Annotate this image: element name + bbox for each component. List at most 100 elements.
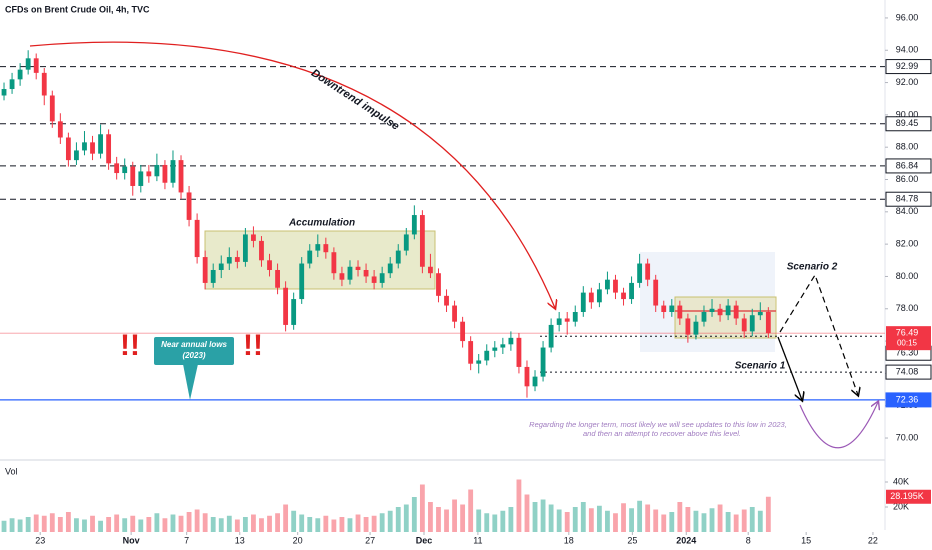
volume-bar (65, 512, 71, 532)
y-tick-label: 70.00 (896, 432, 919, 442)
y-tick-label: 82.00 (896, 239, 919, 249)
candle-body (138, 171, 144, 186)
candle-body (98, 134, 103, 154)
candle-body (741, 318, 747, 332)
volume-bar (138, 519, 144, 532)
candle-body (492, 347, 498, 351)
candle-body (516, 337, 522, 367)
volume-bar (202, 513, 208, 532)
candle-body (460, 321, 466, 342)
accumulation-label: Accumulation (288, 218, 355, 229)
candle-body (452, 305, 457, 322)
candle-body (476, 360, 482, 364)
volume-bar (251, 514, 256, 532)
candle-body (645, 263, 651, 280)
y-tick-label: 96.00 (896, 12, 919, 22)
level-label: 72.36 (896, 394, 919, 404)
candle-body (484, 350, 490, 361)
volume-bar (572, 507, 578, 532)
candle-body (339, 273, 345, 280)
candle-body (210, 269, 216, 283)
x-tick-label: 13 (235, 535, 245, 545)
candle-body (749, 315, 755, 332)
candle-body (500, 344, 506, 348)
level-label: 92.99 (896, 61, 919, 71)
candle-body (41, 72, 47, 96)
volume-bar (178, 515, 184, 532)
volume-bar (154, 513, 160, 532)
volume-bar (524, 494, 530, 532)
volume-bar (419, 484, 425, 532)
x-tick-label: 23 (35, 535, 45, 545)
candle-body (588, 292, 594, 303)
candle-body (733, 305, 739, 319)
candle-body (291, 299, 297, 325)
candle-body (653, 279, 659, 306)
candle-body (556, 318, 562, 325)
volume-bar (403, 504, 409, 532)
volume-bar (613, 513, 618, 532)
volume-bar (717, 504, 723, 532)
candle-body (323, 244, 329, 253)
candle-body (395, 250, 401, 264)
x-tick-label: Nov (123, 535, 140, 545)
candle-body (403, 234, 409, 251)
candle-body (299, 263, 305, 300)
volume-bar (588, 508, 594, 532)
volume-label: Vol (5, 466, 18, 476)
volume-bar (629, 508, 634, 532)
volume-bar (49, 513, 55, 532)
candle-body (508, 337, 514, 345)
alert-mark: !! (243, 329, 263, 362)
candle-body (65, 137, 71, 161)
y-tick-label: 92.00 (896, 77, 919, 87)
levels (0, 66, 885, 401)
x-tick-label: Dec (416, 535, 433, 545)
candle-body (709, 308, 715, 312)
volume-bar (508, 507, 514, 532)
volume-bar (460, 504, 466, 532)
candle-body (621, 292, 626, 300)
volume-bar (749, 507, 755, 532)
candle-body (307, 250, 313, 264)
volume-bar (226, 515, 232, 532)
candle-body (9, 79, 15, 90)
candle-body (580, 292, 586, 312)
volume-bar (605, 510, 610, 532)
candle-body (355, 266, 361, 270)
level-label: 74.08 (896, 366, 919, 376)
candle-body (1, 89, 7, 96)
volume-bar (757, 510, 763, 532)
volume-bar (339, 517, 345, 532)
candle-body (74, 150, 79, 161)
y-tick-label: 84.00 (896, 206, 919, 216)
candle-body (765, 311, 771, 334)
volume-bar (355, 514, 361, 532)
volume-bar (307, 517, 313, 532)
volume-tick-label: 20K (893, 501, 909, 511)
candle-body (564, 318, 570, 322)
volume-bar (645, 504, 651, 532)
candle-body (315, 244, 321, 251)
level-label: 86.84 (896, 160, 919, 170)
candle-body (49, 95, 55, 122)
chart-title: CFDs on Brent Crude Oil, 4h, TVC (5, 4, 150, 14)
candle-body (725, 305, 731, 316)
volume-bar (186, 512, 192, 532)
level-label-box (885, 59, 932, 75)
volume-bar (363, 517, 369, 532)
x-tick-label: 27 (365, 535, 375, 545)
volume-bar (98, 520, 103, 532)
x-tick-label: 8 (746, 535, 751, 545)
volume-bar (556, 509, 562, 532)
volume-bar (733, 514, 739, 532)
y-tick-label: 80.00 (896, 271, 919, 281)
candle-body (226, 257, 232, 264)
candle-body (677, 305, 683, 319)
candle-body (363, 269, 369, 277)
candle-body (629, 282, 634, 300)
volume-bar (25, 517, 31, 532)
downtrend-arrow (29, 41, 555, 308)
volume-bar (516, 479, 522, 532)
volume-bar (725, 512, 731, 532)
